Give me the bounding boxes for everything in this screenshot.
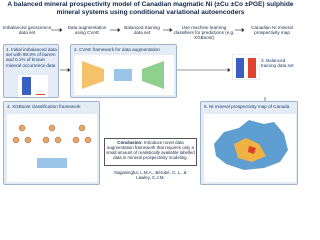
conclusion-box: Conclusion: Introduce novel data augment… <box>104 138 197 166</box>
panel-balanced: 3. Balanced training data set <box>231 44 299 98</box>
flow-step: Canadian Ni mineral prospectivity map <box>251 25 293 36</box>
flow-step: Use machine learning classifiers for pre… <box>173 25 235 41</box>
xgboost-diagram <box>7 114 97 182</box>
title: A balanced mineral prospectivity model o… <box>7 1 294 16</box>
panel-label: 4. XGBoost classification framework <box>7 104 81 109</box>
authors: Nagasingha, L.M.A., Bérubé, C. L., & Law… <box>114 170 187 181</box>
graphical-abstract: A balanced mineral prospectivity model o… <box>2 1 299 185</box>
arrows <box>51 27 266 101</box>
panel-cvae: 2. CVAE framework for data augmentation <box>70 44 177 98</box>
panel-xgboost: 4. XGBoost classification framework <box>3 101 100 185</box>
panel-label: 2. CVAE framework for data augmentation <box>74 47 160 52</box>
plot-thumbnail <box>18 75 48 97</box>
plot-thumbnail <box>232 54 260 80</box>
conclusion-text: Introduce novel data augmentation framew… <box>106 140 195 160</box>
conclusion-label: Conclusion: <box>117 140 143 145</box>
map-image <box>204 114 296 182</box>
panel-map: 5. Ni mineral prospectivity map of Canad… <box>200 101 298 185</box>
panel-initial: 1. Initial imbalanced data set with 99.9… <box>3 44 59 98</box>
panel-label: 1. Initial imbalanced data set with 99.9… <box>6 47 57 68</box>
cvae-diagram <box>74 55 174 95</box>
panel-label: 3. Balanced training data set <box>261 58 294 69</box>
panel-label: 5. Ni mineral prospectivity map of Canad… <box>204 104 290 109</box>
flow-step: Imbalanced geoscience data set <box>2 25 52 36</box>
flow-step: Data augmentation using CVAE <box>67 25 107 36</box>
flow-step: Balanced training data set <box>124 25 160 36</box>
